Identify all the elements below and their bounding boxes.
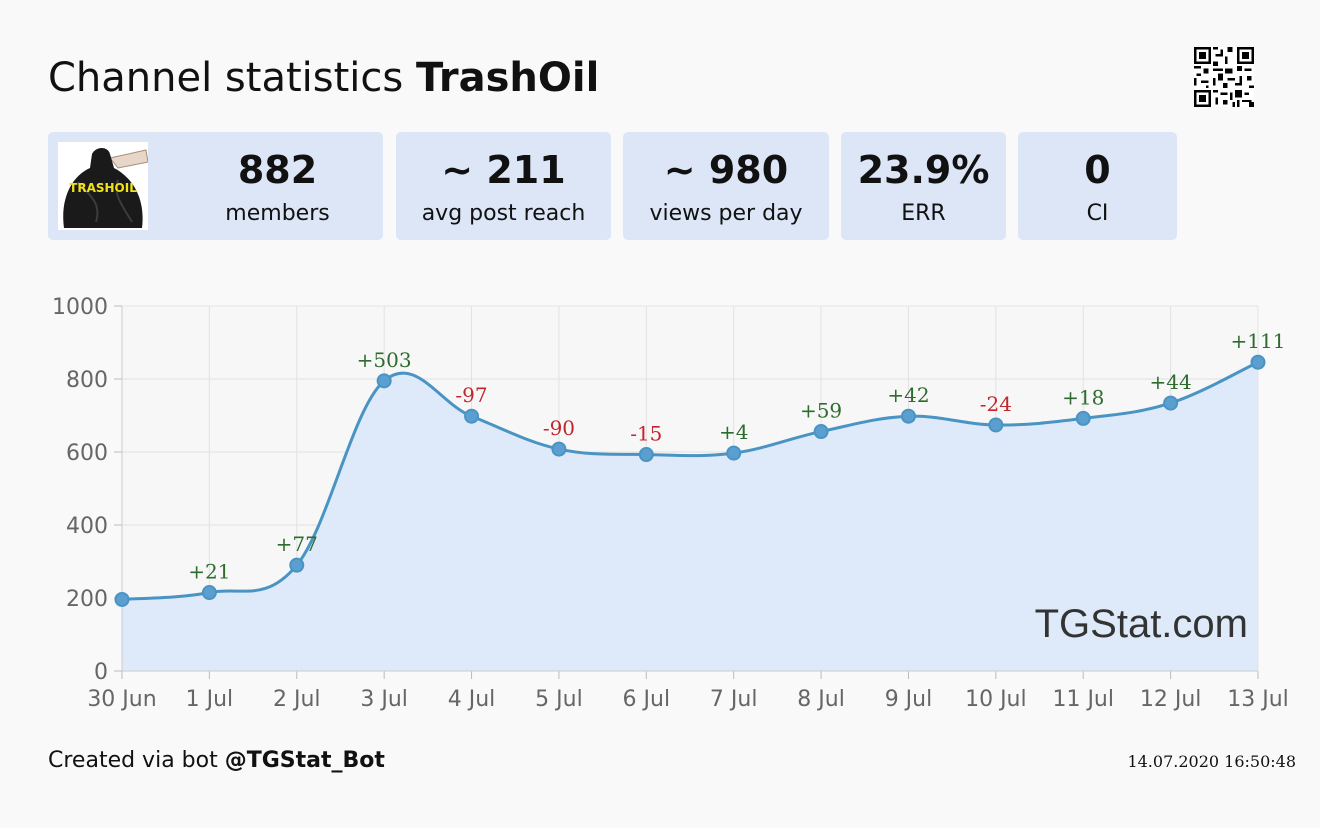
footer-prefix: Created via bot xyxy=(48,748,218,773)
x-tick-label: 3 Jul xyxy=(360,687,408,712)
data-point xyxy=(201,585,217,601)
members-label: members xyxy=(225,201,330,226)
x-tick-label: 11 Jul xyxy=(1052,687,1114,712)
qr-code-icon xyxy=(1194,47,1254,107)
data-point xyxy=(638,447,654,463)
ci-value: 0 xyxy=(1084,148,1111,192)
data-point xyxy=(1250,354,1266,370)
x-tick-label: 13 Jul xyxy=(1227,687,1289,712)
data-label: +503 xyxy=(357,348,412,372)
footer-credit: Created via bot @TGStat_Bot xyxy=(48,746,385,776)
members-value: 882 xyxy=(237,148,318,192)
x-tick-label: 30 Jun xyxy=(87,687,156,712)
stat-card-avg-post-reach: ~ 211 avg post reach xyxy=(396,132,611,240)
x-tick-label: 1 Jul xyxy=(186,687,234,712)
err-label: ERR xyxy=(901,201,946,226)
y-tick-label: 400 xyxy=(66,514,108,539)
stat-card-members: TRASHOIL 882 members xyxy=(48,132,383,240)
x-tick-label: 5 Jul xyxy=(535,687,583,712)
x-tick-label: 6 Jul xyxy=(623,687,671,712)
data-point xyxy=(813,424,829,440)
channel-name: TrashOil xyxy=(415,55,600,101)
avg-post-reach-value: ~ 211 xyxy=(441,148,566,192)
y-tick-label: 800 xyxy=(66,368,108,393)
data-point xyxy=(900,408,916,424)
footer-timestamp: 14.07.2020 16:50:48 xyxy=(1127,752,1296,771)
x-tick-label: 12 Jul xyxy=(1140,687,1202,712)
x-tick-label: 7 Jul xyxy=(710,687,758,712)
title-prefix: Channel statistics xyxy=(48,55,404,101)
page-title: Channel statistics TrashOil xyxy=(48,52,599,104)
stat-card-err: 23.9% ERR xyxy=(841,132,1006,240)
data-label: -15 xyxy=(630,422,662,446)
stat-card-ci: 0 CI xyxy=(1018,132,1177,240)
data-point xyxy=(289,557,305,573)
data-label: +18 xyxy=(1062,385,1104,409)
x-tick-label: 8 Jul xyxy=(797,687,845,712)
area-fill xyxy=(122,362,1258,671)
data-point xyxy=(988,417,1004,433)
data-label: +59 xyxy=(800,399,842,423)
data-label: +111 xyxy=(1231,329,1286,353)
data-point xyxy=(464,408,480,424)
data-point xyxy=(1075,410,1091,426)
channel-avatar: TRASHOIL xyxy=(58,142,148,230)
data-label: +77 xyxy=(276,532,318,556)
avg-post-reach-label: avg post reach xyxy=(421,201,586,226)
data-label: -24 xyxy=(980,392,1012,416)
data-label: +21 xyxy=(188,560,230,584)
x-tick-label: 10 Jul xyxy=(965,687,1027,712)
x-tick-label: 4 Jul xyxy=(448,687,496,712)
x-tick-label: 9 Jul xyxy=(885,687,933,712)
series-line xyxy=(121,360,1259,601)
data-label: -90 xyxy=(543,416,575,440)
y-tick-label: 1000 xyxy=(52,295,108,320)
data-point xyxy=(726,445,742,461)
ci-label: CI xyxy=(1086,201,1109,226)
y-tick-label: 600 xyxy=(66,441,108,466)
err-value: 23.9% xyxy=(857,148,990,192)
views-per-day-label: views per day xyxy=(649,201,803,226)
x-tick-label: 2 Jul xyxy=(273,687,321,712)
members-chart: 0 200 400 600 800 1000 30 Jun 1 Jul 2 Jul 3 Jul 4 … xyxy=(52,295,1289,712)
data-point xyxy=(551,441,567,457)
views-per-day-value: ~ 980 xyxy=(663,148,789,192)
data-point xyxy=(376,373,392,389)
y-tick-label: 0 xyxy=(94,660,108,685)
y-tick-label: 200 xyxy=(66,587,108,612)
data-label: +4 xyxy=(719,420,748,444)
bot-handle: @TGStat_Bot xyxy=(224,748,385,773)
data-point xyxy=(1163,395,1179,411)
data-label: +42 xyxy=(887,383,929,407)
data-label: -97 xyxy=(455,383,487,407)
watermark: TGStat.com xyxy=(1035,602,1248,646)
data-label: +44 xyxy=(1150,370,1192,394)
stat-card-views-per-day: ~ 980 views per day xyxy=(623,132,829,240)
data-point xyxy=(114,591,130,607)
avatar-logo-text: TRASHOIL xyxy=(69,181,137,195)
